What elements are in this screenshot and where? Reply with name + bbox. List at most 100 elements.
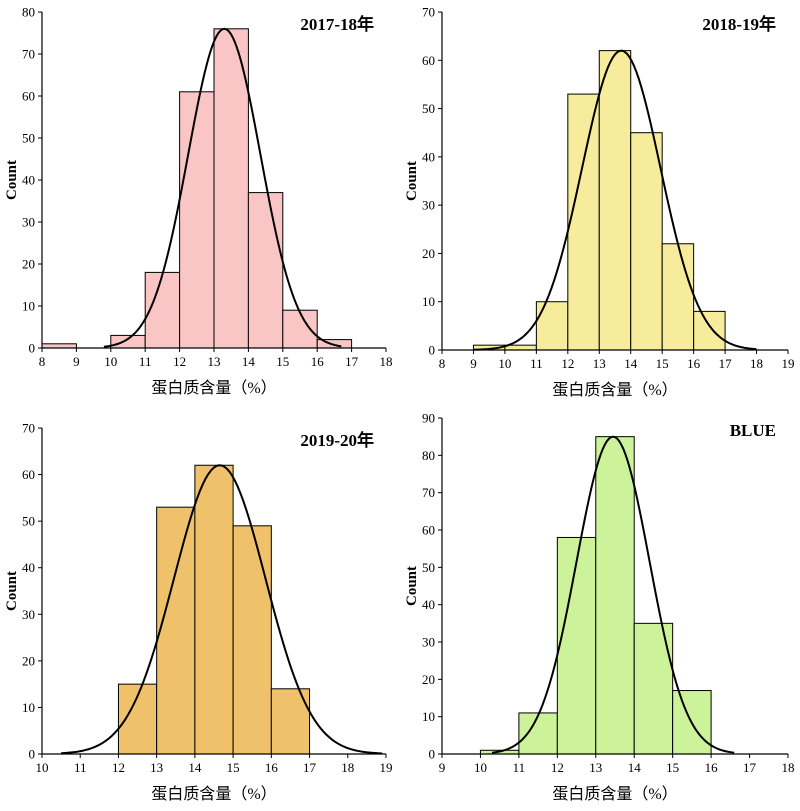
x-axis-label: 蛋白质含量（%） bbox=[151, 785, 276, 803]
y-tick-label: 70 bbox=[22, 47, 35, 62]
y-tick-label: 60 bbox=[422, 523, 435, 538]
x-tick-label: 15 bbox=[666, 760, 679, 775]
y-tick-label: 70 bbox=[422, 485, 435, 500]
x-tick-label: 13 bbox=[208, 354, 221, 369]
chart-title: 2019-20年 bbox=[300, 430, 374, 450]
bar-14-15 bbox=[194, 464, 234, 755]
x-tick-label: 17 bbox=[719, 356, 733, 371]
x-tick-label: 15 bbox=[656, 356, 669, 371]
y-tick-label: 20 bbox=[22, 257, 35, 272]
y-tick-label: 50 bbox=[422, 560, 435, 575]
x-tick-label: 12 bbox=[551, 760, 564, 775]
x-tick-label: 18 bbox=[750, 356, 763, 371]
y-tick-label: 90 bbox=[422, 411, 435, 426]
bar-13-14 bbox=[156, 506, 196, 755]
y-tick-label: 80 bbox=[22, 5, 35, 20]
bar-11-12 bbox=[144, 271, 181, 349]
x-tick-label: 10 bbox=[104, 354, 117, 369]
y-tick-label: 10 bbox=[22, 700, 35, 715]
bar-11-12 bbox=[518, 712, 558, 755]
x-tick-label: 18 bbox=[341, 760, 354, 775]
y-tick-label: 0 bbox=[29, 747, 36, 762]
x-tick-label: 9 bbox=[439, 760, 446, 775]
bar-10-11 bbox=[504, 344, 537, 351]
x-tick-label: 14 bbox=[628, 760, 642, 775]
bar-15-16 bbox=[232, 525, 272, 755]
x-tick-label: 12 bbox=[112, 760, 125, 775]
x-tick-label: 17 bbox=[743, 760, 757, 775]
x-tick-label: 10 bbox=[498, 356, 511, 371]
y-tick-label: 10 bbox=[422, 709, 435, 724]
y-tick-label: 40 bbox=[422, 149, 435, 164]
x-tick-label: 18 bbox=[782, 760, 795, 775]
y-tick-label: 60 bbox=[22, 89, 35, 104]
y-axis-label: Count bbox=[404, 566, 420, 606]
y-tick-label: 50 bbox=[422, 101, 435, 116]
x-tick-label: 14 bbox=[188, 760, 202, 775]
chart-title: 2018-19年 bbox=[702, 14, 776, 34]
bar-14-15 bbox=[630, 132, 663, 351]
x-tick-label: 9 bbox=[470, 356, 477, 371]
x-tick-label: 16 bbox=[705, 760, 719, 775]
y-tick-label: 20 bbox=[422, 672, 435, 687]
x-tick-label: 11 bbox=[74, 760, 87, 775]
x-tick-label: 10 bbox=[474, 760, 487, 775]
histogram-2017-18: 0 10 20 30 40 50 60 70 80 8 9 10 11 12 13 14 15 16 17 18 Cou… bbox=[4, 5, 393, 398]
y-tick-label: 50 bbox=[22, 514, 35, 529]
bar-14-15 bbox=[247, 192, 284, 349]
x-tick-label: 12 bbox=[561, 356, 574, 371]
x-tick-label: 11 bbox=[530, 356, 543, 371]
bar-13-14 bbox=[595, 436, 635, 755]
x-tick-label: 11 bbox=[139, 354, 152, 369]
x-tick-label: 8 bbox=[39, 354, 46, 369]
y-tick-label: 30 bbox=[22, 607, 35, 622]
x-tick-label: 18 bbox=[380, 354, 393, 369]
y-tick-label: 0 bbox=[429, 747, 436, 762]
y-tick-label: 20 bbox=[422, 246, 435, 261]
x-tick-label: 13 bbox=[150, 760, 163, 775]
normal-curve bbox=[61, 464, 383, 755]
bar-12-13 bbox=[179, 91, 215, 349]
x-tick-label: 17 bbox=[303, 760, 317, 775]
bar-15-16 bbox=[661, 243, 695, 351]
x-tick-label: 15 bbox=[276, 354, 289, 369]
x-tick-label: 19 bbox=[380, 760, 393, 775]
bar-11-12 bbox=[535, 301, 569, 351]
y-tick-label: 40 bbox=[422, 597, 435, 612]
bar-16-17 bbox=[693, 310, 726, 351]
y-axis-label: Count bbox=[4, 571, 20, 611]
bar-12-13 bbox=[567, 93, 600, 351]
x-tick-label: 10 bbox=[36, 760, 49, 775]
x-axis-label: 蛋白质含量（%） bbox=[552, 381, 677, 399]
normal-curve bbox=[491, 435, 735, 754]
normal-curve bbox=[473, 49, 757, 351]
x-tick-label: 9 bbox=[73, 354, 80, 369]
bar-10-11 bbox=[110, 334, 146, 349]
x-tick-label: 16 bbox=[687, 356, 701, 371]
x-axis-label: 蛋白质含量（%） bbox=[552, 785, 677, 803]
y-tick-label: 0 bbox=[429, 343, 436, 358]
bar-13-14 bbox=[213, 28, 249, 349]
x-tick-label: 13 bbox=[593, 356, 606, 371]
y-tick-label: 60 bbox=[22, 467, 35, 482]
bar-15-16 bbox=[282, 309, 318, 349]
y-tick-label: 40 bbox=[22, 173, 35, 188]
panel-2017-18: 0 10 20 30 40 50 60 70 80 8 9 10 11 12 13 14 15 16 17 18 Cou… bbox=[0, 0, 400, 405]
x-tick-label: 15 bbox=[227, 760, 240, 775]
y-axis-label: Count bbox=[404, 161, 420, 201]
y-tick-label: 0 bbox=[29, 341, 36, 356]
bar-12-13 bbox=[556, 536, 597, 755]
bar-13-14 bbox=[598, 50, 632, 351]
y-axis-label: Count bbox=[4, 160, 20, 200]
y-tick-label: 70 bbox=[422, 5, 435, 20]
histogram-blue: 0 10 20 30 40 50 60 70 80 90 9 10 11 12 13 14 15 16 17 18 Co… bbox=[404, 411, 795, 804]
x-tick-label: 8 bbox=[439, 356, 446, 371]
x-tick-label: 12 bbox=[173, 354, 186, 369]
y-tick-label: 70 bbox=[22, 421, 35, 436]
y-tick-label: 30 bbox=[22, 215, 35, 230]
bar-8-9 bbox=[41, 343, 77, 349]
chart-title: BLUE bbox=[730, 421, 776, 440]
x-tick-label: 19 bbox=[782, 356, 795, 371]
y-tick-label: 30 bbox=[422, 198, 435, 213]
x-tick-label: 14 bbox=[624, 356, 638, 371]
